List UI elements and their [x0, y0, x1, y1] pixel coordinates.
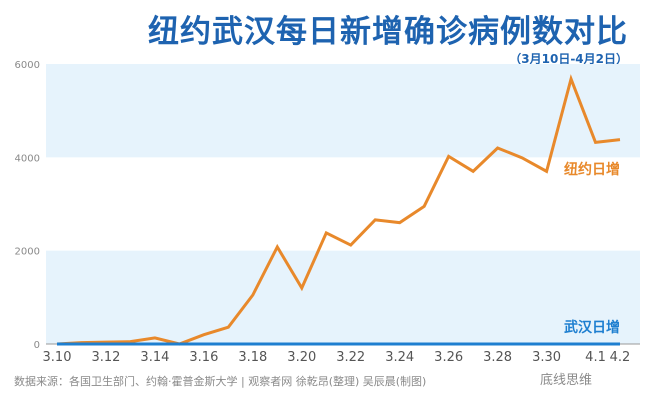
band [46, 64, 640, 158]
x-tick-label: 3.12 [91, 350, 120, 365]
x-tick-label: 3.28 [483, 350, 512, 365]
x-tick-label: 3.26 [434, 350, 463, 365]
x-tick-label: 4.1 [585, 350, 606, 365]
x-tick-label: 3.14 [140, 350, 169, 365]
x-tick-label: 3.24 [385, 350, 414, 365]
series-label: 纽约日增 [564, 161, 620, 178]
band [46, 250, 640, 344]
x-tick-label: 3.16 [189, 350, 218, 365]
y-tick-label: 4000 [15, 153, 40, 164]
brand-logo: 底线思维 [539, 373, 592, 388]
source-note: 数据来源：各国卫生部门、约翰·霍普金斯大学 | 观察者网 徐乾昂(整理) 吴辰晨… [14, 375, 427, 388]
x-tick-label: 4.2 [610, 350, 631, 365]
x-tick-label: 3.30 [532, 350, 561, 365]
x-tick-label: 3.10 [43, 350, 72, 365]
y-tick-label: 0 [34, 340, 40, 351]
chart-title: 纽约武汉每日新增确诊病例数对比 [148, 14, 628, 50]
series-line [56, 74, 621, 346]
series-label: 武汉日增 [564, 319, 620, 336]
y-tick-label: 6000 [15, 60, 40, 71]
chart-subtitle: （3月10日-4月2日） [509, 52, 628, 66]
y-tick-label: 2000 [15, 247, 40, 258]
x-tick-label: 3.20 [287, 350, 316, 365]
x-tick-label: 3.18 [238, 350, 267, 365]
x-tick-label: 3.22 [336, 350, 365, 365]
